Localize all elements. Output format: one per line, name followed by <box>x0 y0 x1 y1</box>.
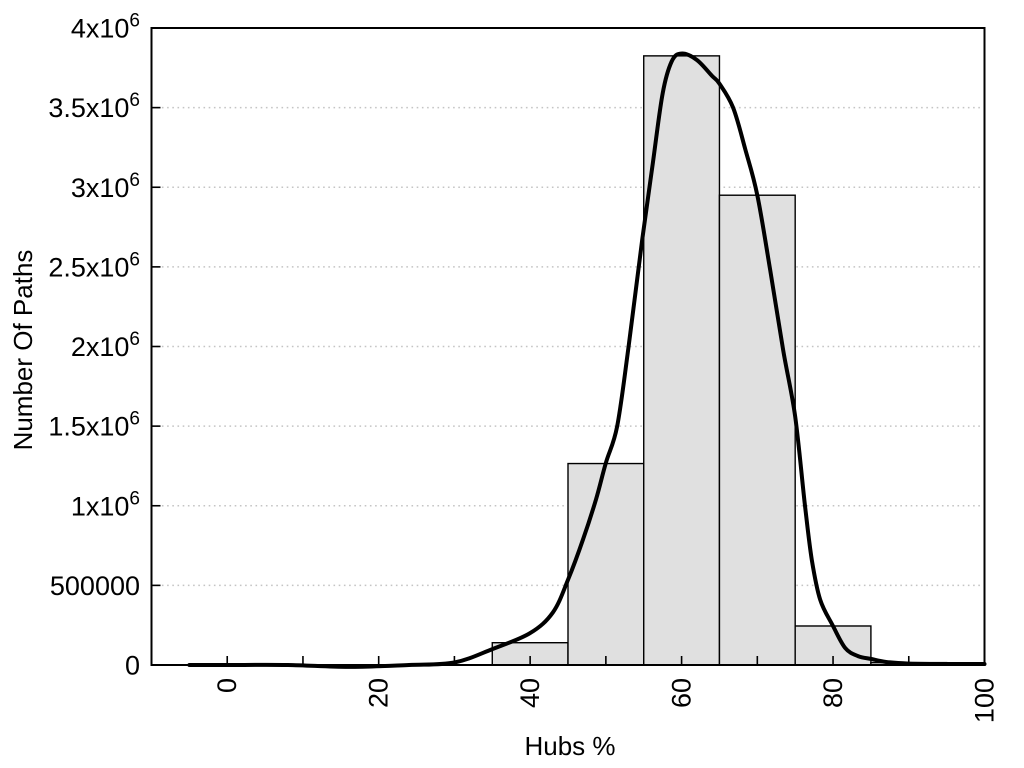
y-tick-label: 0 <box>125 651 140 681</box>
x-tick-label: 20 <box>364 678 394 708</box>
y-tick-label: 2.5x106 <box>48 249 140 282</box>
y-tick-label: 2x106 <box>71 329 140 362</box>
histogram-bar <box>643 55 721 666</box>
x-axis-title: Hubs % <box>524 731 616 761</box>
y-tick-label: 500000 <box>50 571 140 601</box>
y-tick-label: 3x106 <box>71 170 140 203</box>
x-tick-label: 100 <box>970 678 1000 723</box>
y-axis-title: Number Of Paths <box>8 249 38 451</box>
x-tick-label: 60 <box>667 678 697 708</box>
x-tick-label: 0 <box>212 678 242 693</box>
x-tick-label: 40 <box>515 678 545 708</box>
x-tick-label: 80 <box>818 678 848 708</box>
y-tick-label: 1.5x106 <box>48 409 140 442</box>
histogram-bar <box>718 194 796 666</box>
y-tick-label: 1x106 <box>71 488 140 521</box>
histogram-bar <box>567 462 645 666</box>
y-tick-label: 4x106 <box>71 11 140 44</box>
density-curve <box>187 51 987 669</box>
y-tick-label: 3.5x106 <box>48 90 140 123</box>
